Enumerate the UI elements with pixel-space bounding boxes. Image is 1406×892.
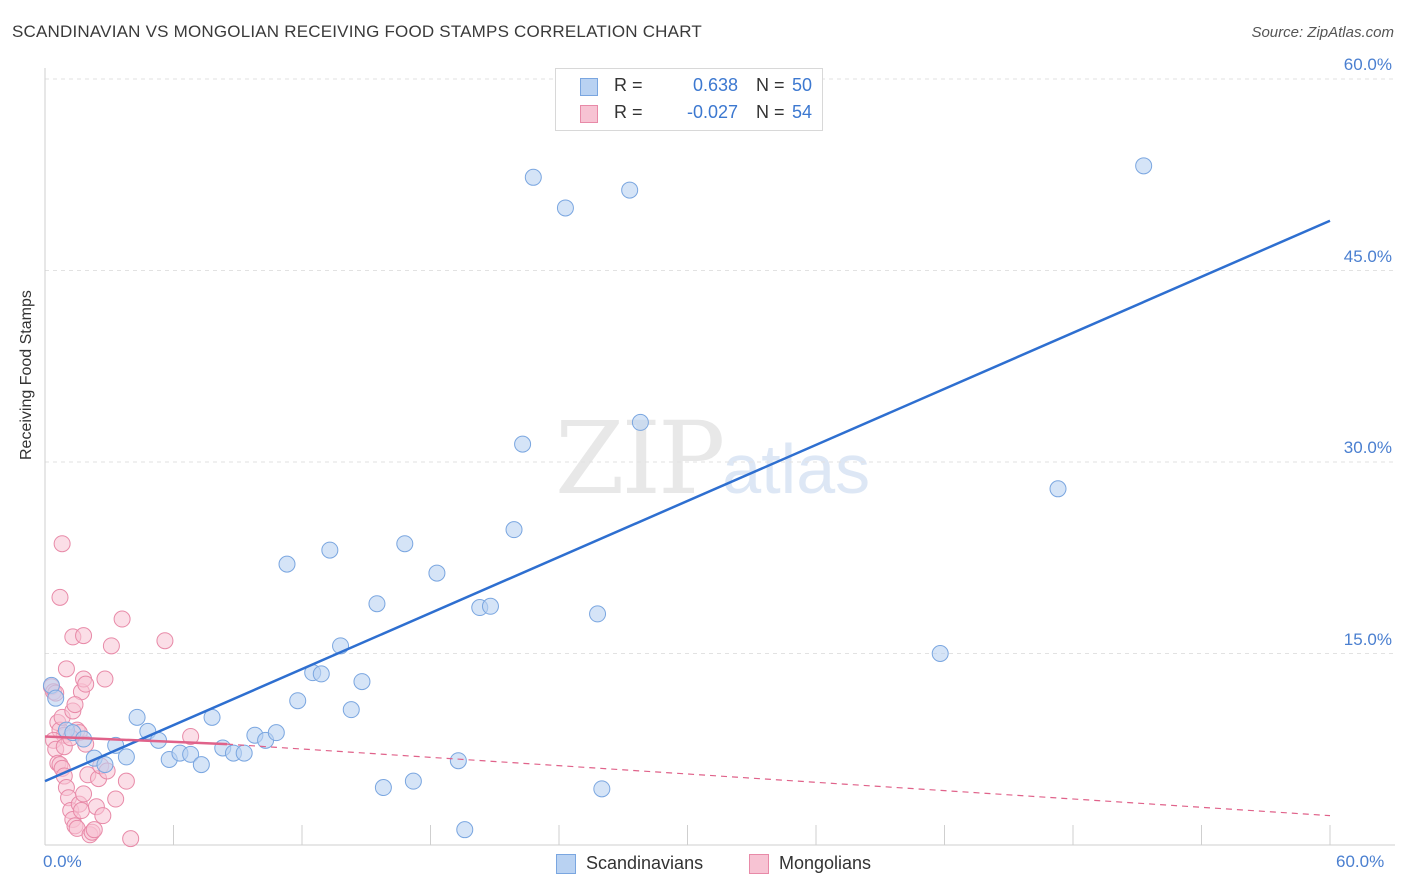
scandinavians-point-6 [96, 756, 114, 774]
y-tick-label-3: 60.0% [1343, 55, 1392, 74]
y-axis-label: Receiving Food Stamps [18, 290, 35, 460]
mongolians-point-20 [72, 802, 90, 820]
scandinavians-point-46 [621, 181, 639, 199]
r-label: R = [614, 75, 643, 95]
scandinavians-point-35 [428, 564, 446, 582]
mongolians-point-41 [102, 637, 120, 655]
mongolians-point-21 [75, 785, 93, 803]
scandinavians-point-9 [128, 708, 146, 726]
blue-swatch [556, 854, 576, 874]
x-tick-label-min: 0.0% [43, 852, 82, 871]
trend-lines [44, 219, 1331, 817]
mongolians-point-48 [57, 660, 75, 678]
legend-label: Mongolians [779, 853, 872, 873]
n-value: 54 [792, 102, 813, 122]
mongolians-point-42 [107, 790, 125, 808]
scandinavians-point-41 [514, 435, 532, 453]
scandinavians-point-22 [267, 724, 285, 742]
scandinavians-point-8 [117, 748, 135, 766]
scandinavians-point-42 [524, 168, 542, 186]
legend-label: Scandinavians [586, 853, 704, 873]
scandinavians-point-19 [235, 744, 253, 762]
mongolians-point-43 [113, 610, 131, 628]
n-label: N = [756, 75, 785, 95]
scandinavians-point-26 [312, 665, 330, 683]
scandinavians-point-39 [481, 597, 499, 615]
scandinavians-point-37 [456, 821, 474, 839]
scandinavians-point-40 [505, 521, 523, 539]
mongolians-point-36 [51, 588, 69, 606]
scandinavians-trend-line [44, 219, 1331, 783]
scandinavians-point-49 [1049, 480, 1067, 498]
axes [44, 68, 1395, 846]
y-tick-label-0: 15.0% [1343, 629, 1392, 649]
scandinavians-point-43 [556, 199, 574, 217]
correlation-legend: R = 0.638 N = 50 R = -0.027 N = 54 [555, 68, 823, 131]
n-label: N = [756, 102, 785, 122]
scandinavians-point-50 [1135, 157, 1153, 175]
x-tick-label-max: 60.0% [1336, 852, 1385, 871]
scandinavians-point-15 [192, 756, 210, 774]
scandinavians-point-14 [182, 745, 200, 763]
scandinavians-point-27 [321, 541, 339, 559]
scandinavians-point-47 [631, 413, 649, 431]
watermark-atlas: atlas [722, 430, 871, 508]
scandinavians-point-36 [449, 752, 467, 770]
mongolians-trend-line-dashed [227, 743, 1331, 817]
blue-swatch [580, 78, 598, 96]
mongolians-point-31 [85, 821, 103, 839]
source-label: Source: ZipAtlas.com [1251, 24, 1394, 41]
pink-swatch [580, 105, 598, 123]
mongolians-point-38 [75, 627, 93, 645]
scandinavians-point-29 [342, 701, 360, 719]
mongolians-point-35 [53, 535, 71, 553]
y-tick-label-1: 30.0% [1343, 438, 1392, 457]
r-value: 0.638 [692, 75, 738, 95]
scandinavians-point-33 [396, 535, 414, 553]
scandinavians-points [42, 157, 1153, 839]
mongolians-point-45 [122, 830, 140, 848]
mongolians-point-44 [117, 772, 135, 790]
mongolians-point-47 [182, 727, 200, 745]
r-label: R = [614, 102, 643, 122]
mongolians-point-46 [156, 632, 174, 650]
grid-lines [45, 78, 1395, 654]
n-value: 50 [792, 75, 813, 95]
scandinavians-point-44 [589, 605, 607, 623]
scandinavians-point-34 [404, 772, 422, 790]
mongolians-point-39 [96, 670, 114, 688]
scandinavians-point-1 [47, 689, 65, 707]
pink-swatch [749, 854, 769, 874]
series-legend: Scandinavians Mongolians [0, 852, 1406, 876]
mongolians-point-53 [94, 807, 112, 825]
scandinavians-point-24 [289, 692, 307, 710]
scandinavians-point-45 [593, 780, 611, 798]
mongolians-point-52 [77, 675, 95, 693]
y-tick-label-2: 45.0% [1343, 246, 1392, 266]
scandinavians-point-30 [353, 673, 371, 691]
mongolians-trend-line-solid [44, 735, 228, 746]
mongolians-points [42, 535, 200, 848]
r-value: -0.027 [686, 102, 738, 122]
scandinavians-point-32 [374, 779, 392, 797]
scandinavians-point-48 [931, 645, 949, 662]
mongolians-point-49 [66, 696, 84, 714]
scandinavians-point-31 [368, 595, 386, 613]
scandinavians-point-23 [278, 555, 296, 573]
chart-title: SCANDINAVIAN VS MONGOLIAN RECEIVING FOOD… [12, 22, 702, 41]
